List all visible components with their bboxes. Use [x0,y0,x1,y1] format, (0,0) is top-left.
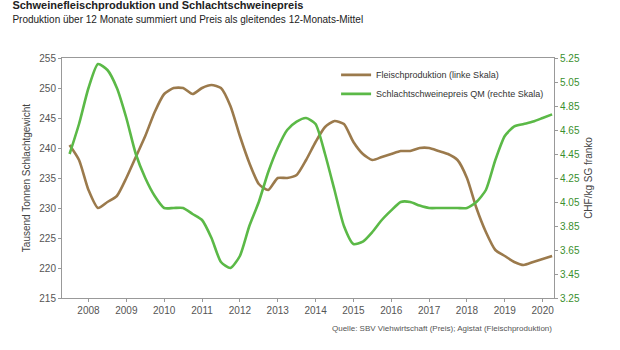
svg-text:2019: 2019 [494,305,517,316]
svg-text:235: 235 [39,173,56,184]
svg-text:245: 245 [39,113,56,124]
svg-text:Tausend Tonnen Schlachtgewicht: Tausend Tonnen Schlachtgewicht [21,104,32,252]
svg-text:5.25: 5.25 [560,53,580,64]
svg-text:225: 225 [39,233,56,244]
svg-text:Fleischproduktion (linke Skala: Fleischproduktion (linke Skala) [376,70,499,80]
svg-text:2016: 2016 [380,305,403,316]
svg-text:2020: 2020 [532,305,555,316]
svg-text:4.05: 4.05 [560,197,580,208]
svg-text:4.85: 4.85 [560,101,580,112]
svg-text:230: 230 [39,203,56,214]
svg-text:3.85: 3.85 [560,221,580,232]
svg-text:2015: 2015 [342,305,365,316]
svg-text:215: 215 [39,293,56,304]
svg-text:2017: 2017 [418,305,441,316]
svg-text:250: 250 [39,83,56,94]
svg-text:5.05: 5.05 [560,77,580,88]
svg-text:3.25: 3.25 [560,293,580,304]
svg-text:2013: 2013 [267,305,290,316]
svg-text:2009: 2009 [115,305,138,316]
svg-text:2011: 2011 [191,305,213,316]
svg-text:2012: 2012 [229,305,252,316]
svg-text:4.25: 4.25 [560,173,580,184]
svg-text:Quelle: SBV Viehwirtschaft (Pr: Quelle: SBV Viehwirtschaft (Preis); Agis… [332,324,552,333]
svg-text:2010: 2010 [153,305,176,316]
svg-text:4.65: 4.65 [560,125,580,136]
svg-text:255: 255 [39,53,56,64]
svg-text:4.45: 4.45 [560,149,580,160]
svg-text:CHF/kg SG franko: CHF/kg SG franko [583,137,594,219]
svg-text:2014: 2014 [304,305,327,316]
svg-text:Schweinefleischproduktion und: Schweinefleischproduktion und Schlachtsc… [12,0,363,25]
svg-text:3.45: 3.45 [560,269,580,280]
svg-text:2018: 2018 [456,305,479,316]
svg-text:Schlachtschweinepreis QM (rech: Schlachtschweinepreis QM (rechte Skala) [376,89,543,99]
svg-text:220: 220 [39,263,56,274]
svg-text:3.65: 3.65 [560,245,580,256]
svg-text:2008: 2008 [77,305,100,316]
svg-text:240: 240 [39,143,56,154]
